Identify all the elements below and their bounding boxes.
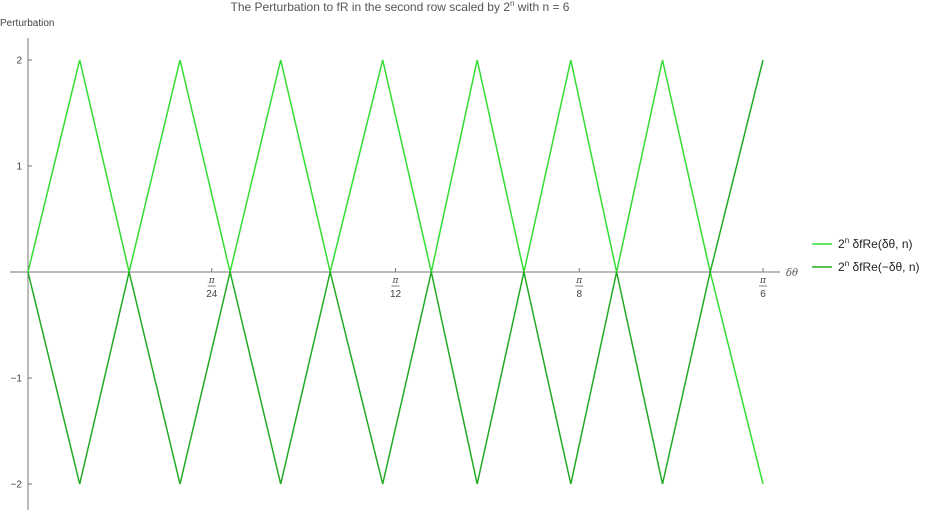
chart-title: The Perturbation to fR in the second row… <box>231 0 570 14</box>
series-line-1 <box>27 59 764 485</box>
x-axis-label: δθ <box>786 268 798 279</box>
x-tick-denominator: 8 <box>576 289 582 300</box>
x-tick-denominator: 24 <box>206 289 218 300</box>
x-ticks: π 24 π 12 π 8 π 6 <box>206 268 767 300</box>
x-tick-numerator: π <box>759 276 767 286</box>
series-line-2 <box>27 59 764 485</box>
x-tick-numerator: π <box>575 276 583 286</box>
y-ticks: 2 1 −1 −2 <box>11 56 32 491</box>
series-layer <box>27 59 764 485</box>
y-tick-label: −2 <box>11 480 23 491</box>
x-tick-numerator: π <box>208 276 216 286</box>
y-tick-label: 2 <box>16 56 22 67</box>
legend-label-1: 2n δfRe(δθ, n) <box>838 236 913 251</box>
x-tick-denominator: 12 <box>390 289 402 300</box>
y-tick-label: −1 <box>11 374 23 385</box>
x-tick-numerator: π <box>392 276 400 286</box>
y-tick-label: 1 <box>16 162 22 173</box>
x-tick-denominator: 6 <box>760 289 766 300</box>
y-axis-label: Perturbation <box>0 18 54 29</box>
legend-label-2: 2n δfRe(−δθ, n) <box>838 259 920 274</box>
legend: 2n δfRe(δθ, n) 2n δfRe(−δθ, n) <box>812 236 920 274</box>
